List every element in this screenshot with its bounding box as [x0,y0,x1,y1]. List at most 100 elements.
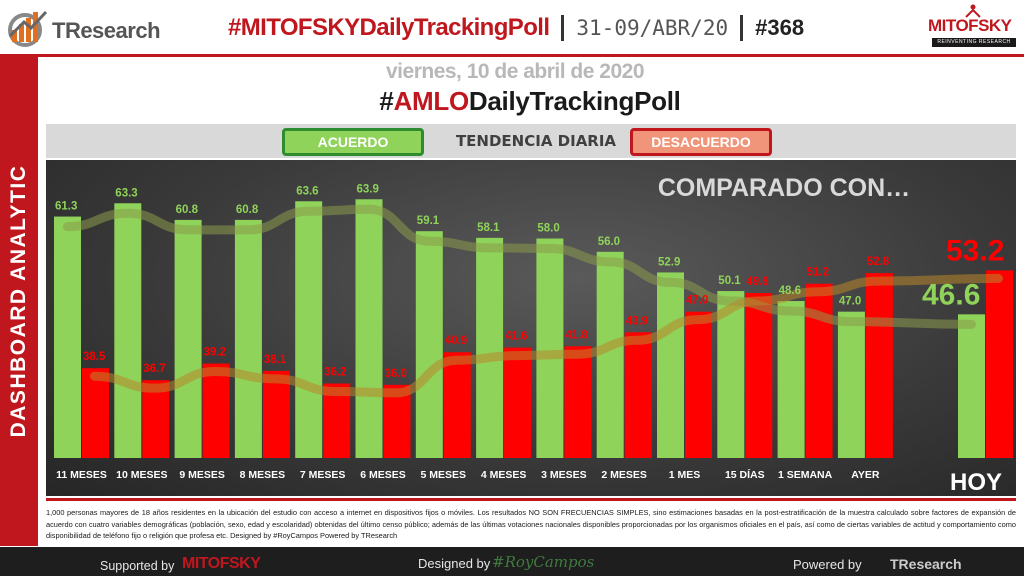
footer-supported-label: Supported by [100,559,175,573]
methodology-footnote: 1,000 personas mayores de 18 años reside… [46,508,1016,541]
category-label: 6 MESES [360,469,406,481]
disagree-value-label: 41.6 [505,331,527,343]
disagree-value-label: 49.8 [746,276,769,288]
report-date: viernes, 10 de abril de 2020 [386,60,645,83]
agree-bar [174,219,202,458]
disagree-value-label: 41.8 [565,329,588,341]
agree-value-label: 52.9 [658,256,680,268]
disagree-bar [262,370,290,458]
disagree-bar [202,363,230,458]
hashtag-title: #MITOFSKYDailyTrackingPoll [228,14,550,41]
poll-title: #AMLODailyTrackingPoll [300,86,760,117]
agree-bar [777,301,805,458]
disagree-bar [745,293,773,458]
disagree-bar [865,273,893,458]
header-title: #MITOFSKYDailyTrackingPoll 31-09/ABR/20 … [228,12,804,44]
agree-trendline [63,204,976,329]
legend-disagree: DESACUERDO [630,128,772,156]
disagree-value-label: 52.8 [867,256,890,268]
disagree-value-label: 36.2 [324,367,346,379]
footer-designed-signature: #RoyCampos [492,553,595,571]
footer-powered-brand: TResearch [890,556,962,572]
disagree-bar [624,332,652,458]
disagree-value-label: 47.0 [686,295,708,307]
disagree-bar [82,368,109,458]
agree-value-label: 48.6 [779,285,801,297]
agree-bar [837,311,865,458]
agree-bar [54,216,81,458]
agree-bar [355,199,383,458]
agree-value-label: 50.1 [718,275,741,287]
agree-bar [234,219,262,458]
agree-bar [536,238,564,458]
category-label: 4 MESES [481,469,527,481]
category-label: 5 MESES [421,469,467,481]
mitofsky-wordmark: MITOFSKY [928,16,1012,35]
tresearch-wordmark: TResearch [52,18,161,43]
side-label: DASHBOARD ANALYTIC [7,164,30,438]
disagree-value-label: 36.7 [143,363,165,375]
disagree-bar [685,311,712,458]
disagree-bar [504,347,532,458]
agree-value-label: 60.8 [236,204,259,216]
footer: Supported by MITOFSKY Designed by #RoyCa… [0,547,1024,576]
side-band [0,56,38,546]
category-label: 1 MES [669,469,701,481]
chart-panel: COMPARADO CON… 61.3 38.5 63.3 36.7 60.8 39.2 60… [46,160,1016,496]
category-label: 1 SEMANA [778,469,833,481]
agree-value-label: 63.9 [357,183,379,195]
title-divider [561,15,565,41]
category-label: 11 MESES [56,469,107,481]
legend-trend: TENDENCIA DIARIA [455,132,617,150]
category-label: 10 MESES [116,469,167,481]
poll-number: #368 [755,15,805,40]
footer-powered-label: Powered by [793,557,862,572]
agree-value-label: 60.8 [176,204,199,216]
agree-value-label: 46.6 [922,278,980,311]
category-label: AYER [851,469,880,481]
chart: COMPARADO CON… 61.3 38.5 63.3 36.7 60.8 39.2 60… [54,174,1013,496]
header: TResearch #MITOFSKYDailyTrackingPoll 31-… [0,0,1024,57]
agree-value-label: 58.1 [477,222,500,234]
disagree-value-label: 38.5 [83,351,106,363]
agree-value-label: 58.0 [537,223,559,235]
tresearch-logo: TResearch [4,6,164,47]
agree-bar [958,314,985,458]
disagree-value-label: 40.9 [445,335,467,347]
disagree-value-label: 39.2 [204,347,226,359]
footer-designed-label: Designed by [418,556,491,571]
header-divider [0,54,1024,57]
category-label: 9 MESES [179,469,225,481]
category-label: 3 MESES [541,469,587,481]
date-range: 31-09/ABR/20 [576,16,729,40]
agree-value-label: 63.3 [115,187,137,199]
agree-bar [476,237,504,458]
category-label: 15 DÍAS [725,468,765,481]
disagree-bar [142,380,170,458]
title-divider [740,15,744,41]
agree-bar [596,251,624,458]
disagree-value-label: 51.2 [807,267,829,279]
mitofsky-figure-icon [965,4,981,18]
chart-bottom-divider [46,498,1016,501]
chart-title: COMPARADO CON… [658,174,910,202]
disagree-trendline [90,273,1003,398]
disagree-value-label: 43.9 [626,315,648,327]
disagree-bar [564,346,592,458]
agree-bar [295,201,323,458]
agree-bar [657,272,684,458]
agree-bar [114,203,142,458]
mitofsky-tagline: REINVENTING RESEARCH [932,38,1016,47]
agree-value-label: 47.0 [839,296,861,308]
legend-agree: ACUERDO [282,128,424,156]
poll-title-suffix: DailyTrackingPoll [468,86,681,116]
poll-title-prefix: # [379,86,394,116]
disagree-bar [443,352,471,458]
legend-bar: ACUERDO TENDENCIA DIARIA DESACUERDO [46,124,1016,158]
disagree-bar [986,270,1013,458]
category-label: 7 MESES [300,469,346,481]
agree-value-label: 59.1 [417,215,440,227]
disagree-value-label: 36.0 [385,368,407,380]
mitofsky-logo: MITOFSKY REINVENTING RESEARCH [926,4,1020,50]
